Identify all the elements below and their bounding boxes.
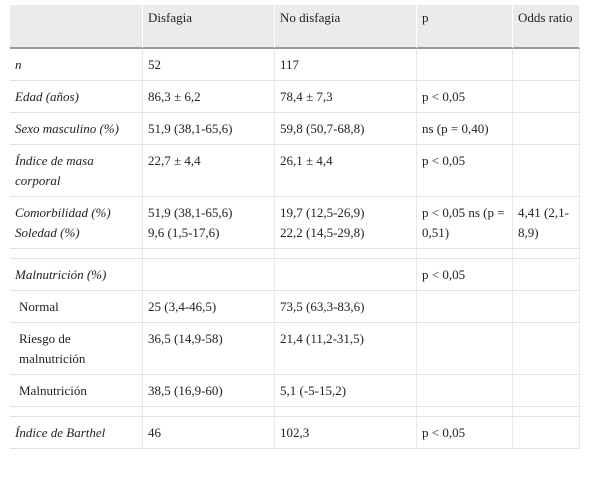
cell: 59,8 (50,7-68,8) [275, 113, 417, 145]
spacer-cell [143, 407, 275, 417]
header-cell: Disfagia [143, 5, 275, 49]
cell: 102,3 [275, 417, 417, 449]
cell [513, 49, 580, 81]
table-row: Sexo masculino (%) 51,9 (38,1-65,6) 59,8 (… [10, 113, 580, 145]
row-label: Índice de Barthel [10, 417, 143, 449]
cell: 21,4 (11,2-31,5) [275, 323, 417, 375]
cell [513, 113, 580, 145]
cell [513, 81, 580, 113]
row-label: Malnutrición [10, 375, 143, 407]
row-label: Edad (años) [10, 81, 143, 113]
header-cell: No disfagia [275, 5, 417, 49]
spacer-cell [513, 249, 580, 259]
cell: 38,5 (16,9-60) [143, 375, 275, 407]
spacer-cell [513, 407, 580, 417]
cell: p < 0,05 ns (p = 0,51) [417, 197, 513, 249]
table-row: Índice de Barthel 46 102,3 p < 0,05 [10, 417, 580, 449]
cell: 73,5 (63,3-83,6) [275, 291, 417, 323]
spacer-cell [275, 407, 417, 417]
cell: 117 [275, 49, 417, 81]
spacer-cell [417, 407, 513, 417]
cell [513, 417, 580, 449]
cell: 51,9 (38,1-65,6) 9,6 (1,5-17,6) [143, 197, 275, 249]
cell: 22,7 ± 4,4 [143, 145, 275, 197]
table-row: Normal 25 (3,4-46,5) 73,5 (63,3-83,6) [10, 291, 580, 323]
spacer-row [10, 407, 580, 417]
cell [417, 49, 513, 81]
cell: p < 0,05 [417, 417, 513, 449]
spacer-cell [143, 249, 275, 259]
cell [513, 291, 580, 323]
row-label: Índice de masa corporal [10, 145, 143, 197]
cell [417, 291, 513, 323]
cell: 4,41 (2,1-8,9) [513, 197, 580, 249]
table-row: n 52 117 [10, 49, 580, 81]
cell [513, 375, 580, 407]
header-row: Disfagia No disfagia p Odds ratio [10, 5, 580, 49]
header-cell [10, 5, 143, 49]
header-cell: p [417, 5, 513, 49]
table-row: Edad (años) 86,3 ± 6,2 78,4 ± 7,3 p < 0,05 [10, 81, 580, 113]
row-label: Malnutrición (%) [10, 259, 143, 291]
cell: ns (p = 0,40) [417, 113, 513, 145]
cell: 5,1 (-5-15,2) [275, 375, 417, 407]
cell: p < 0,05 [417, 259, 513, 291]
cell [417, 375, 513, 407]
cell: 19,7 (12,5-26,9) 22,2 (14,5-29,8) [275, 197, 417, 249]
row-label: n [10, 49, 143, 81]
table-row: Riesgo de malnutrición 36,5 (14,9-58) 21,4… [10, 323, 580, 375]
spacer-cell [417, 249, 513, 259]
spacer-cell [10, 249, 143, 259]
cell [513, 145, 580, 197]
cell: 78,4 ± 7,3 [275, 81, 417, 113]
table-row: Comorbilidad (%) Soledad (%) 51,9 (38,1-6… [10, 197, 580, 249]
cell: 26,1 ± 4,4 [275, 145, 417, 197]
cell: p < 0,05 [417, 81, 513, 113]
cell: 52 [143, 49, 275, 81]
table-row: Índice de masa corporal 22,7 ± 4,4 26,1 ± … [10, 145, 580, 197]
spacer-cell [10, 407, 143, 417]
cell [143, 259, 275, 291]
cell [275, 259, 417, 291]
cell: 51,9 (38,1-65,6) [143, 113, 275, 145]
header-cell: Odds ratio [513, 5, 580, 49]
cell: 46 [143, 417, 275, 449]
row-label: Sexo masculino (%) [10, 113, 143, 145]
cell: 36,5 (14,9-58) [143, 323, 275, 375]
spacer-cell [275, 249, 417, 259]
row-label: Riesgo de malnutrición [10, 323, 143, 375]
cell [513, 259, 580, 291]
cell: 86,3 ± 6,2 [143, 81, 275, 113]
cell [417, 323, 513, 375]
table-row: Malnutrición (%) p < 0,05 [10, 259, 580, 291]
row-label: Comorbilidad (%) Soledad (%) [10, 197, 143, 249]
spacer-row [10, 249, 580, 259]
row-label: Normal [10, 291, 143, 323]
cell [513, 323, 580, 375]
cell: p < 0,05 [417, 145, 513, 197]
cell: 25 (3,4-46,5) [143, 291, 275, 323]
data-table: Disfagia No disfagia p Odds ratio n 52 117 Eda… [10, 5, 580, 449]
table-row: Malnutrición 38,5 (16,9-60) 5,1 (-5-15,2) [10, 375, 580, 407]
